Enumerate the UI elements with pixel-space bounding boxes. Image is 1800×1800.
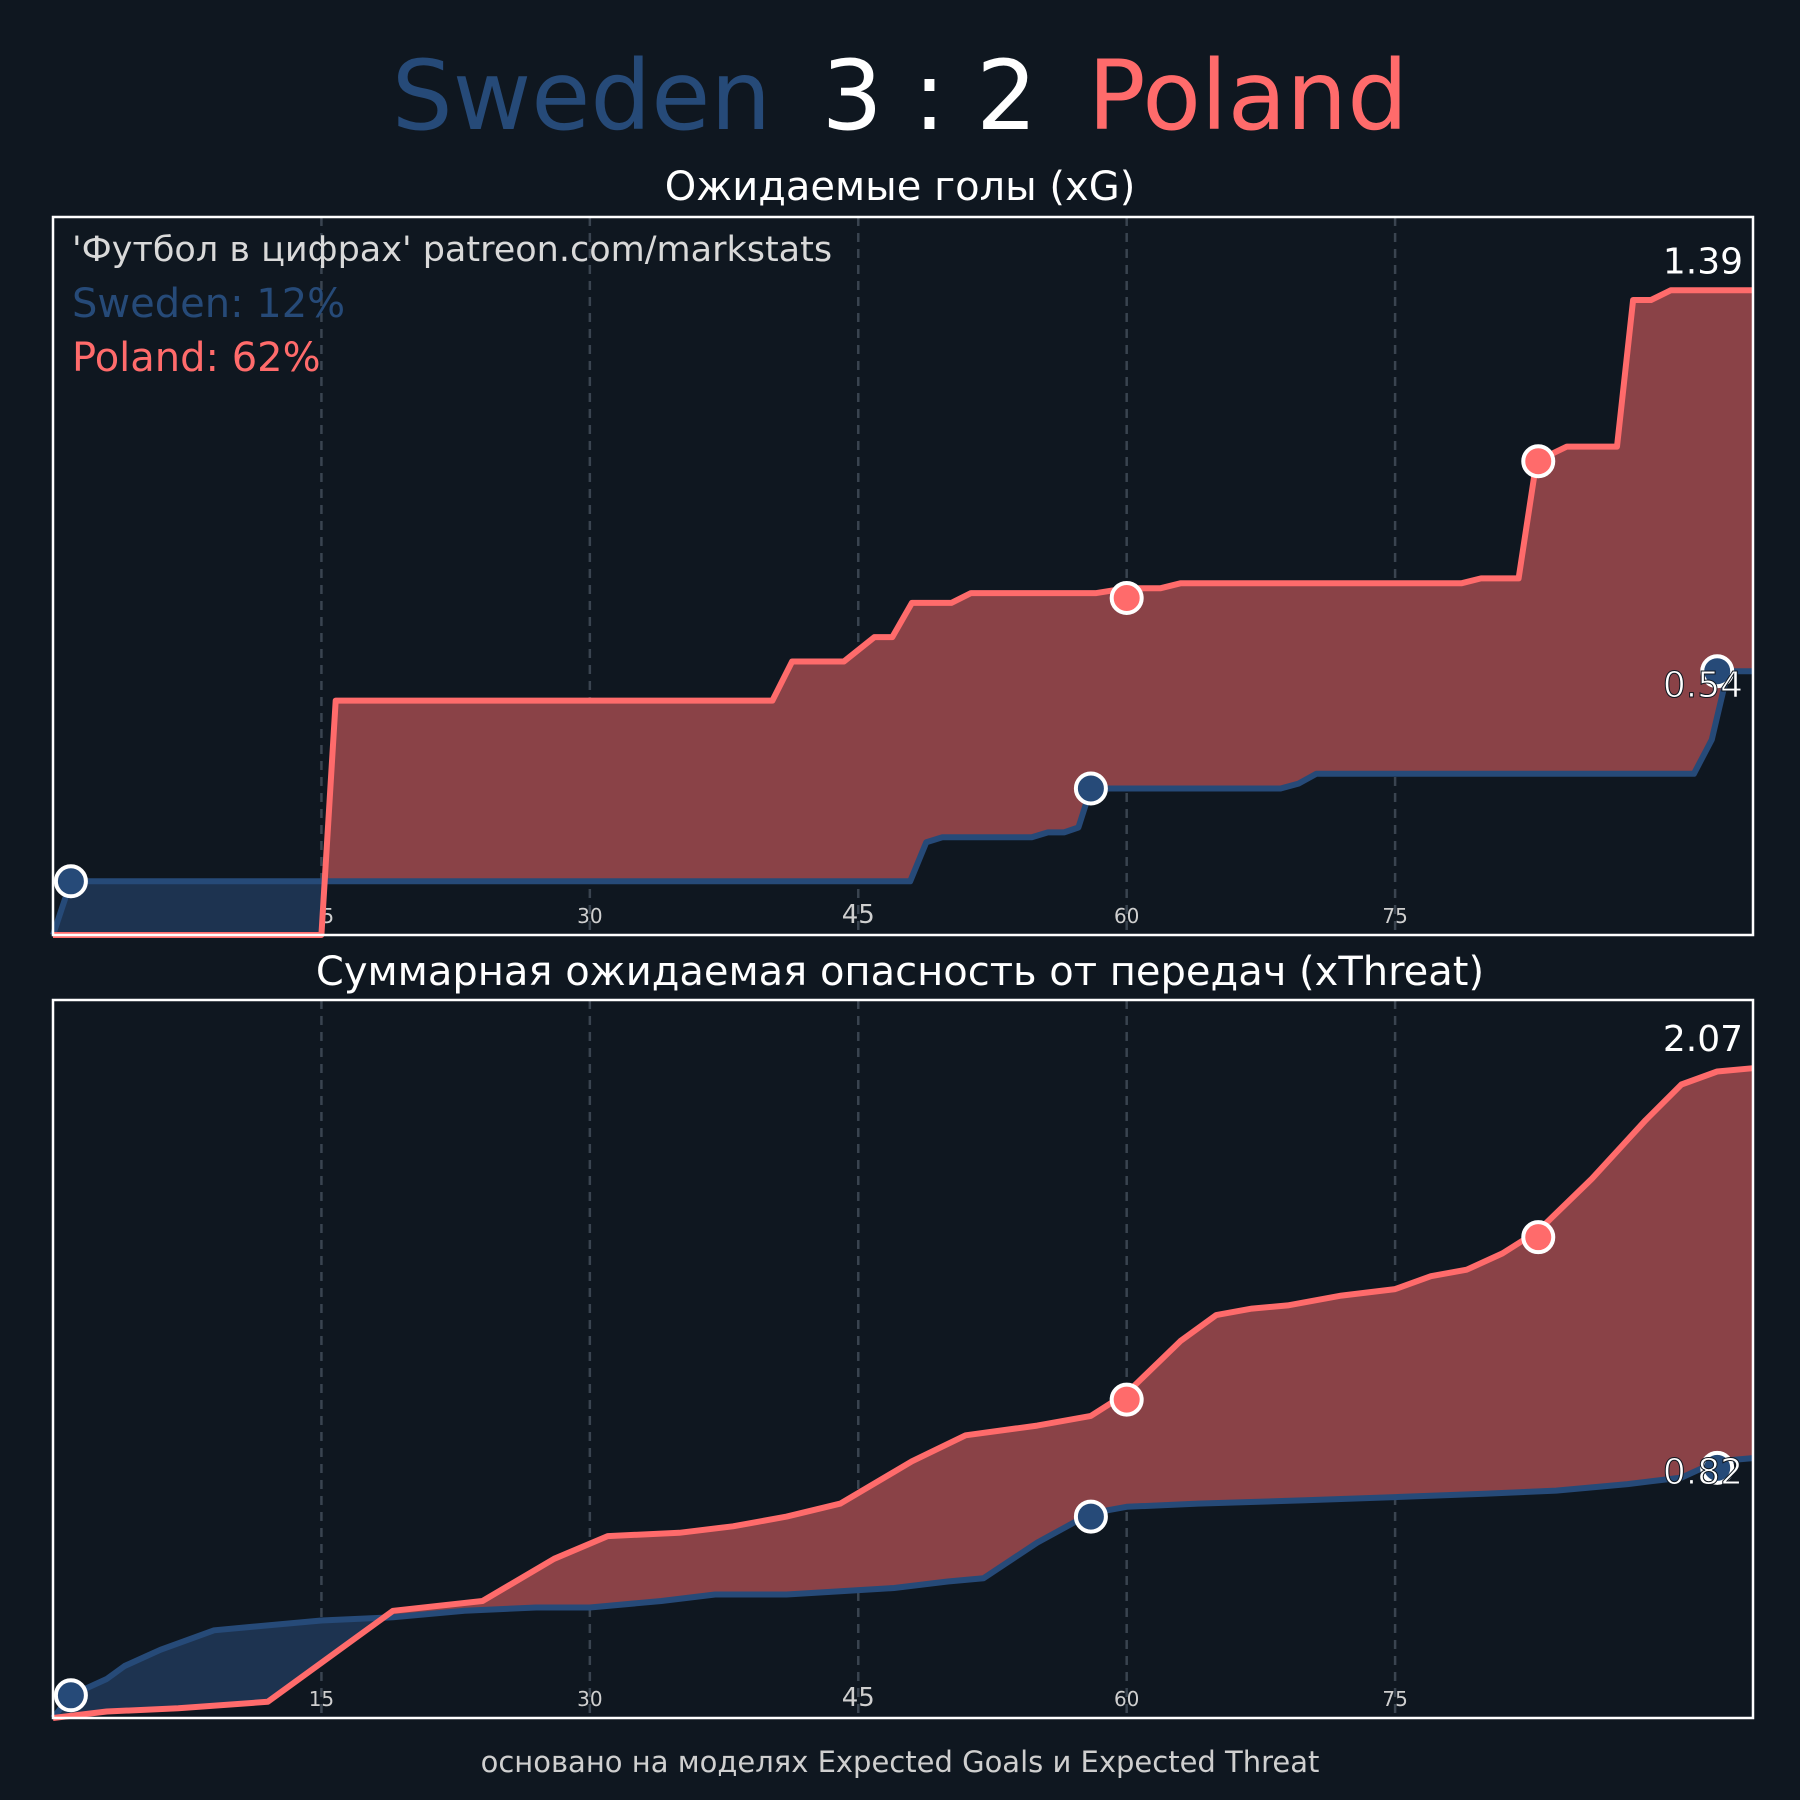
xg-line-sweden [50, 668, 1753, 936]
xg-chart-title: Ожидаемые голы (xG) [665, 164, 1136, 210]
xt-final-label-sweden: 0.82 [1663, 1452, 1743, 1493]
xt-final-label-poland: 2.07 [1663, 1019, 1743, 1060]
away-team-name: Poland [1087, 40, 1409, 152]
xt-goal-marker-sweden [53, 1678, 88, 1713]
xt-goal-marker-sweden [1700, 1450, 1735, 1485]
xg-tick-label: 75 [1382, 904, 1407, 928]
xt-goal-marker-sweden [1073, 1499, 1108, 1534]
legend-entry-sweden: Sweden: 12% [72, 281, 345, 327]
xt-fill-poland [393, 1068, 1753, 1618]
xg-chart: 15304560751.390.54'Футбол в цифрах' patr… [50, 215, 1755, 938]
xg-tick-label: 45 [842, 900, 875, 930]
xg-goal-marker-poland [1109, 580, 1144, 615]
xg-fill-poland [326, 290, 1753, 882]
xg-fill-sweden [53, 856, 327, 935]
home-team-name: Sweden [391, 40, 772, 152]
xt-frame [51, 998, 1755, 1720]
xt-tick-label: 45 [842, 1683, 875, 1713]
xg-frame [51, 215, 1755, 937]
xt-goal-marker-poland [1521, 1220, 1556, 1255]
xg-goal-marker-sweden [1073, 771, 1108, 806]
xt-fill-sweden [53, 1610, 393, 1718]
footer-note: основано на моделях Expected Goals и Exp… [480, 1745, 1320, 1779]
xg-tick-label: 30 [577, 904, 602, 928]
xt-tick-label: 30 [577, 1687, 602, 1711]
xt-tick-label: 60 [1114, 1687, 1139, 1711]
xt-chart-title: Суммарная ожидаемая опасность от передач… [316, 949, 1484, 995]
xt-tick-label: 75 [1382, 1687, 1407, 1711]
xt-goal-marker-poland [1109, 1382, 1144, 1417]
match-title: Sweden 3 : 2 Poland [0, 36, 1800, 156]
xt-tick-label: 15 [309, 1687, 334, 1711]
xt-line-sweden [50, 1455, 1754, 1720]
xg-goal-marker-sweden [53, 864, 88, 899]
xt-chart: 15 30 45 60 75 2.07 0.82 [50, 998, 1755, 1721]
xg-final-label-sweden: 0.54 [1663, 665, 1743, 706]
xg-tick-label: 60 [1114, 904, 1139, 928]
xg-goal-marker-sweden [1700, 654, 1735, 689]
xg-goal-marker-poland [1521, 444, 1556, 479]
attribution-text: 'Футбол в цифрах' patreon.com/markstats [72, 230, 832, 270]
xg-final-label-poland: 1.39 [1663, 241, 1743, 282]
legend-entry-poland: Poland: 62% [72, 335, 321, 381]
match-score: 3 : 2 [821, 40, 1038, 152]
